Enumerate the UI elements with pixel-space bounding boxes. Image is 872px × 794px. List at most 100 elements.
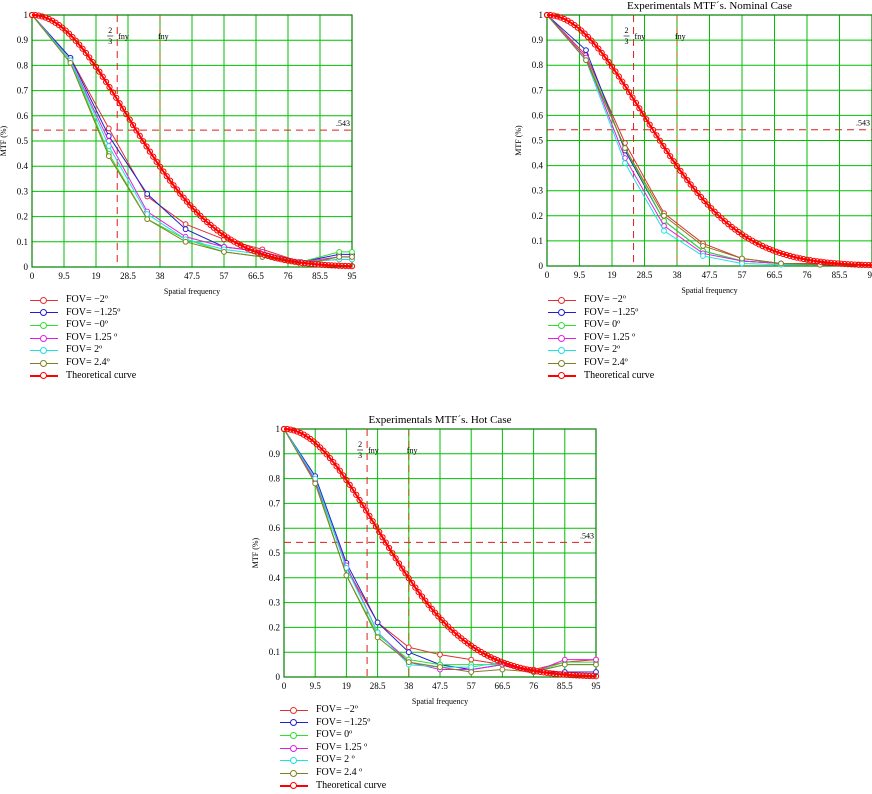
theoretical-point — [321, 261, 329, 269]
theoretical-point — [573, 672, 580, 679]
theoretical-point — [379, 534, 386, 541]
legend-swatch — [548, 372, 576, 380]
y-tick-label: 0.2 — [269, 622, 280, 632]
theoretical-point — [530, 667, 537, 674]
theoretical-point — [598, 49, 605, 56]
theoretical-point — [349, 486, 357, 493]
y-tick-label: 0.4 — [269, 573, 281, 583]
x-tick-label: 38 — [156, 271, 166, 281]
legend-item: FOV= 0º — [280, 729, 386, 742]
theoretical-point — [271, 254, 278, 261]
theoretical-point — [862, 261, 869, 269]
theoretical-point — [251, 248, 258, 255]
series-point — [437, 664, 443, 670]
theoretical-point — [691, 185, 698, 192]
theoretical-point — [376, 528, 383, 536]
series-point — [67, 59, 74, 66]
y-tick-label: 0.4 — [17, 161, 29, 171]
legend-label: FOV= 2.4º — [66, 356, 110, 368]
theoretical-point — [264, 252, 271, 260]
theoretical-point — [547, 12, 554, 19]
y-tick-label: 0.9 — [17, 35, 29, 45]
x-tick-label: 9.5 — [574, 270, 586, 280]
legend-item-theoretical: Theoretical curve — [30, 370, 136, 383]
series-point — [182, 238, 189, 245]
series-point — [105, 153, 112, 160]
theoretical-point — [865, 262, 872, 269]
legend-label: FOV= 1.25 º — [584, 331, 636, 343]
theoretical-point — [563, 671, 570, 678]
legend-label: FOV= −2º — [584, 294, 626, 305]
theoretical-point — [89, 58, 96, 66]
y-tick-label: 0.7 — [532, 85, 544, 95]
x-tick-label: 9.5 — [310, 681, 322, 691]
series-point — [700, 253, 706, 259]
theoretical-point — [810, 257, 817, 264]
legend-swatch — [548, 296, 576, 304]
fraction-denominator: 3 — [625, 37, 629, 46]
legend-swatch — [30, 321, 58, 329]
theoretical-point — [752, 239, 759, 246]
theoretical-point — [291, 258, 298, 265]
theoretical-point — [646, 121, 653, 128]
theoretical-point — [487, 654, 495, 661]
reference-line-label: .543 — [856, 119, 870, 128]
legend-item: FOV= −2º — [30, 294, 136, 307]
theoretical-point — [632, 99, 640, 107]
theoretical-point — [797, 255, 804, 262]
theoretical-point — [317, 444, 324, 451]
legend-item: FOV= 2º — [30, 344, 136, 357]
x-tick-label: 0 — [545, 270, 550, 280]
legend-label: FOV= −0º — [66, 319, 108, 331]
theoretical-point — [183, 198, 191, 205]
series-line — [31, 14, 352, 265]
theoretical-point — [636, 105, 643, 112]
theoretical-point — [776, 249, 783, 256]
y-tick-label: 0.1 — [17, 237, 28, 247]
theoretical-point — [257, 250, 265, 257]
series-point — [468, 664, 475, 670]
theoretical-point — [284, 257, 292, 264]
x-tick-label: 76 — [529, 681, 539, 691]
theoretical-point — [297, 429, 304, 437]
legend-swatch — [30, 359, 58, 367]
legend-chart-hot: FOV= −2º FOV= −1.25º FOV= 0º FOV= 1.25 º… — [280, 704, 386, 792]
theoretical-point — [323, 451, 330, 458]
legend-chart-1: FOV= −2º FOV= −1.25º FOV= −0º FOV= 1.25 … — [30, 294, 136, 382]
series-line — [546, 14, 872, 266]
x-tick-label: 66.5 — [767, 270, 783, 280]
theoretical-point — [477, 648, 485, 656]
theoretical-point — [103, 78, 110, 86]
theoretical-point — [348, 263, 356, 270]
theoretical-point — [714, 211, 722, 219]
legend-swatch — [280, 769, 308, 777]
theoretical-point — [190, 205, 197, 213]
theoretical-point — [556, 671, 563, 678]
theoretical-point — [333, 463, 340, 470]
x-tick-label: 0 — [30, 271, 35, 281]
series-point — [593, 656, 599, 663]
theoretical-point — [435, 613, 442, 620]
theoretical-point — [841, 260, 848, 268]
theoretical-point — [790, 253, 797, 260]
theoretical-point — [369, 518, 376, 525]
theoretical-point — [701, 197, 708, 204]
y-tick-label: 0.5 — [269, 548, 281, 558]
theoretical-point — [126, 116, 133, 123]
series-point — [661, 212, 667, 219]
theoretical-point — [163, 173, 170, 180]
series-point — [468, 669, 475, 675]
theoretical-point — [353, 491, 360, 498]
y-tick-label: 0.3 — [532, 186, 544, 196]
theoretical-point — [851, 261, 858, 268]
mtf-chart-hot: Experimentals MTF´s. Hot Case 0 9.5 19 28.5 3… — [251, 414, 601, 706]
theoretical-point — [140, 138, 147, 145]
theoretical-point — [328, 262, 335, 269]
series-point — [144, 191, 151, 197]
chart-panel-fov-top-left: 0 9.5 19 28.5 38 47.5 57 66.5 76 85.5 95 0 0.1 0.2 0.3… — [0, 0, 360, 400]
theoretical-point — [694, 189, 701, 197]
theoretical-point — [113, 94, 120, 101]
series-point — [561, 661, 568, 668]
legend-swatch — [548, 359, 576, 367]
legend-label: FOV= −1.25º — [584, 306, 639, 318]
